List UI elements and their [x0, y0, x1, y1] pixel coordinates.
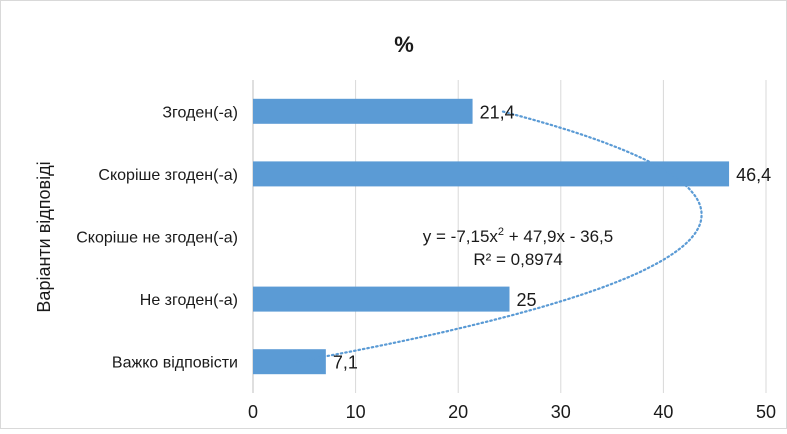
labels: 0 10 20 30 40 50 Згоден(-а) 21,4 Скоріше згоден(… [76, 102, 776, 422]
data-label: 46,4 [736, 165, 771, 185]
x-tick-label: 20 [448, 402, 468, 422]
x-tick-label: 0 [248, 402, 258, 422]
data-label: 21,4 [480, 102, 515, 122]
x-tick-label: 30 [551, 402, 571, 422]
chart-title: % [394, 32, 414, 57]
y-category-label: Важко відповісти [112, 355, 238, 372]
data-label: 7,1 [333, 353, 358, 373]
bar [253, 161, 730, 187]
gridlines [252, 80, 767, 393]
y-category-label: Не згоден(-а) [140, 292, 238, 309]
bar [253, 349, 326, 375]
trendline [295, 110, 703, 363]
y-category-label: Скоріше не згоден(-а) [76, 230, 238, 247]
y-category-label: Згоден(-а) [162, 104, 238, 121]
x-tick-label: 40 [653, 402, 673, 422]
y-axis-title: Варіанти відповіді [34, 161, 54, 312]
trendline-equation: y = -7,15x2 + 47,9x - 36,5 [423, 226, 613, 246]
bar [253, 286, 510, 312]
x-tick-label: 10 [346, 402, 366, 422]
trendline-group [295, 110, 703, 363]
x-tick-label: 50 [756, 402, 776, 422]
y-category-label: Скоріше згоден(-а) [98, 167, 238, 184]
bar [253, 98, 473, 124]
data-label: 25 [517, 290, 537, 310]
trendline-r-squared: R² = 0,8974 [473, 250, 562, 269]
bars [253, 98, 730, 375]
